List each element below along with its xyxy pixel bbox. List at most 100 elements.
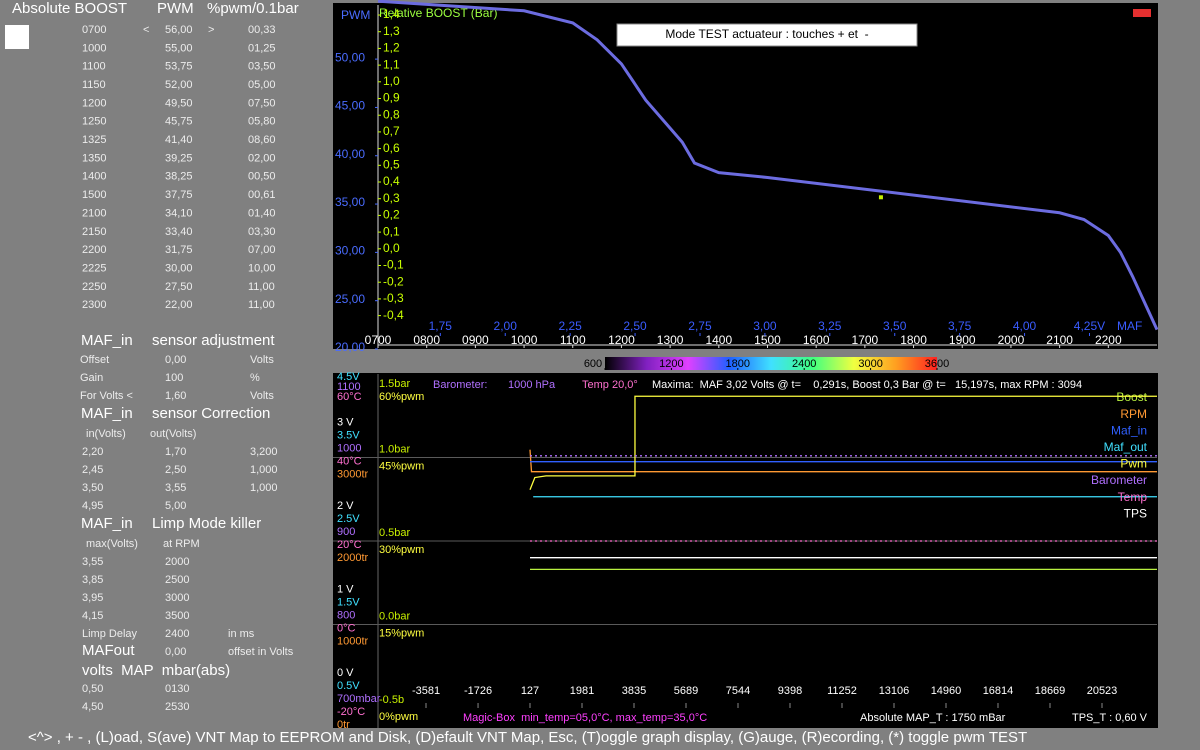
status: TPS_T : 0,60 V bbox=[1072, 712, 1148, 724]
table-cell: 56,00 bbox=[165, 24, 193, 36]
y2-tick-label: -0,1 bbox=[383, 258, 404, 272]
scale-label: 60°C bbox=[337, 391, 362, 403]
y-tick-label: 45,00 bbox=[335, 99, 365, 113]
section-title: Limp Mode killer bbox=[152, 515, 261, 532]
setting-cell: Offset bbox=[80, 354, 109, 366]
scale-label: 1 V bbox=[337, 583, 354, 595]
correction-cell: 3,200 bbox=[250, 446, 278, 458]
limp-cell: 3500 bbox=[165, 610, 189, 622]
limp-cell: 4,15 bbox=[82, 610, 103, 622]
scale-label: 3.5V bbox=[337, 429, 360, 441]
mode-text: Mode TEST actuateur : touches + et - bbox=[665, 27, 868, 41]
x-tick-label: 13106 bbox=[879, 685, 910, 697]
correction-cell: 2,45 bbox=[82, 464, 103, 476]
table-cell: 1350 bbox=[82, 152, 106, 164]
x-tick-label: 1981 bbox=[570, 685, 594, 697]
x2-tick-label: 2,00 bbox=[494, 319, 518, 333]
color-tick-label: 600 bbox=[584, 358, 602, 370]
limp-cell: 3,95 bbox=[82, 592, 103, 604]
table-cell: 11,00 bbox=[248, 281, 275, 293]
x-tick-label: 1900 bbox=[949, 333, 976, 347]
map-cell: 2530 bbox=[165, 701, 189, 713]
bar-label: -0.5b bbox=[379, 694, 404, 706]
table-cell: 2100 bbox=[82, 207, 106, 219]
section-title: sensor Correction bbox=[152, 405, 270, 422]
section-title: MAFout bbox=[82, 642, 135, 659]
x-tick-label: 5689 bbox=[674, 685, 698, 697]
color-scale bbox=[605, 357, 937, 370]
table-cell: 37,75 bbox=[165, 189, 193, 201]
scale-label: 800 bbox=[337, 609, 355, 621]
shortcut-help: <^> , + - , (L)oad, S(ave) VNT Map to EE… bbox=[28, 729, 1027, 746]
y2-tick-label: -0,2 bbox=[383, 274, 404, 288]
x2-tick-label: 2,25 bbox=[558, 319, 582, 333]
x-tick-label: 0800 bbox=[413, 333, 440, 347]
table-cell: 55,00 bbox=[165, 42, 193, 54]
table-cell: 38,25 bbox=[165, 171, 193, 183]
y2-tick-label: -0,3 bbox=[383, 291, 404, 305]
limp-cell: 3,85 bbox=[82, 574, 103, 586]
table-cell: 52,00 bbox=[165, 79, 193, 91]
pwm-label: 60%pwm bbox=[379, 391, 424, 403]
column-header: max(Volts) bbox=[86, 538, 138, 550]
map-cell: 0130 bbox=[165, 683, 189, 695]
table-cell: 27,50 bbox=[165, 281, 193, 293]
table-cell: 03,30 bbox=[248, 226, 276, 238]
operating-point bbox=[878, 195, 883, 200]
map-cell: 4,50 bbox=[82, 701, 103, 713]
x2-tick-label: 4,25V bbox=[1074, 319, 1105, 333]
limp-cell: 3000 bbox=[165, 592, 189, 604]
x-tick-label: 1300 bbox=[657, 333, 684, 347]
scale-label: 0°C bbox=[337, 622, 356, 634]
table-cell: 03,50 bbox=[248, 61, 276, 73]
x2-axis-label: MAF bbox=[1117, 319, 1142, 333]
panel-header: Absolute BOOST bbox=[12, 0, 127, 17]
y-tick-label: 30,00 bbox=[335, 244, 365, 258]
y-tick-label: 50,00 bbox=[335, 50, 365, 64]
limp-delay: Limp Delay bbox=[82, 628, 138, 640]
correction-cell: 5,00 bbox=[165, 500, 186, 512]
section-title: MAF_in bbox=[81, 332, 133, 349]
x-tick-label: 20523 bbox=[1087, 685, 1118, 697]
pwm-label: 15%pwm bbox=[379, 627, 424, 639]
table-cell: 10,00 bbox=[248, 262, 276, 274]
setting-cell: 100 bbox=[165, 372, 183, 384]
scale-label: 2.5V bbox=[337, 513, 360, 525]
bar-label: 1.5bar bbox=[379, 378, 411, 390]
x-tick-label: 9398 bbox=[778, 685, 802, 697]
scale-label: 2000tr bbox=[337, 552, 369, 564]
info: Temp 20,0° bbox=[582, 379, 638, 391]
table-cell: 2200 bbox=[82, 244, 106, 256]
table-cell: 53,75 bbox=[165, 61, 193, 73]
table-cell: 1000 bbox=[82, 42, 106, 54]
y2-tick-label: 0,8 bbox=[383, 107, 400, 121]
arrow-left: < bbox=[143, 24, 149, 36]
color-tick-label: 3600 bbox=[925, 358, 949, 370]
lower-chart-area bbox=[333, 373, 1158, 728]
correction-cell: 2,50 bbox=[165, 464, 186, 476]
y-tick-label: 25,00 bbox=[335, 292, 365, 306]
scale-label: 0tr bbox=[337, 719, 350, 731]
scale-label: 0 V bbox=[337, 667, 354, 679]
x-tick-label: 1400 bbox=[705, 333, 732, 347]
x-tick-label: 1100 bbox=[560, 333, 586, 347]
table-cell: 41,40 bbox=[165, 134, 193, 146]
mafout-offset: 0,00 bbox=[165, 646, 186, 658]
bar-label: 1.0bar bbox=[379, 443, 411, 455]
table-cell: 01,25 bbox=[248, 42, 276, 54]
color-tick-label: 1800 bbox=[726, 358, 750, 370]
scale-label: 1100 bbox=[337, 381, 361, 393]
scale-label: 900 bbox=[337, 526, 355, 538]
table-cell: 2250 bbox=[82, 281, 106, 293]
legend-entry: Barometer bbox=[1091, 473, 1147, 487]
table-cell: 1100 bbox=[82, 61, 106, 73]
y2-tick-label: 1,2 bbox=[383, 41, 400, 55]
x2-tick-label: 3,50 bbox=[883, 319, 907, 333]
table-cell: 31,75 bbox=[165, 244, 193, 256]
color-tick-label: 1200 bbox=[659, 358, 683, 370]
bar-label: 0.0bar bbox=[379, 610, 411, 622]
scale-label: -20°C bbox=[337, 706, 365, 718]
panel-header: %pwm/0.1bar bbox=[207, 0, 299, 17]
legend-entry: TPS bbox=[1124, 506, 1147, 520]
x-tick-label: 2000 bbox=[998, 333, 1025, 347]
